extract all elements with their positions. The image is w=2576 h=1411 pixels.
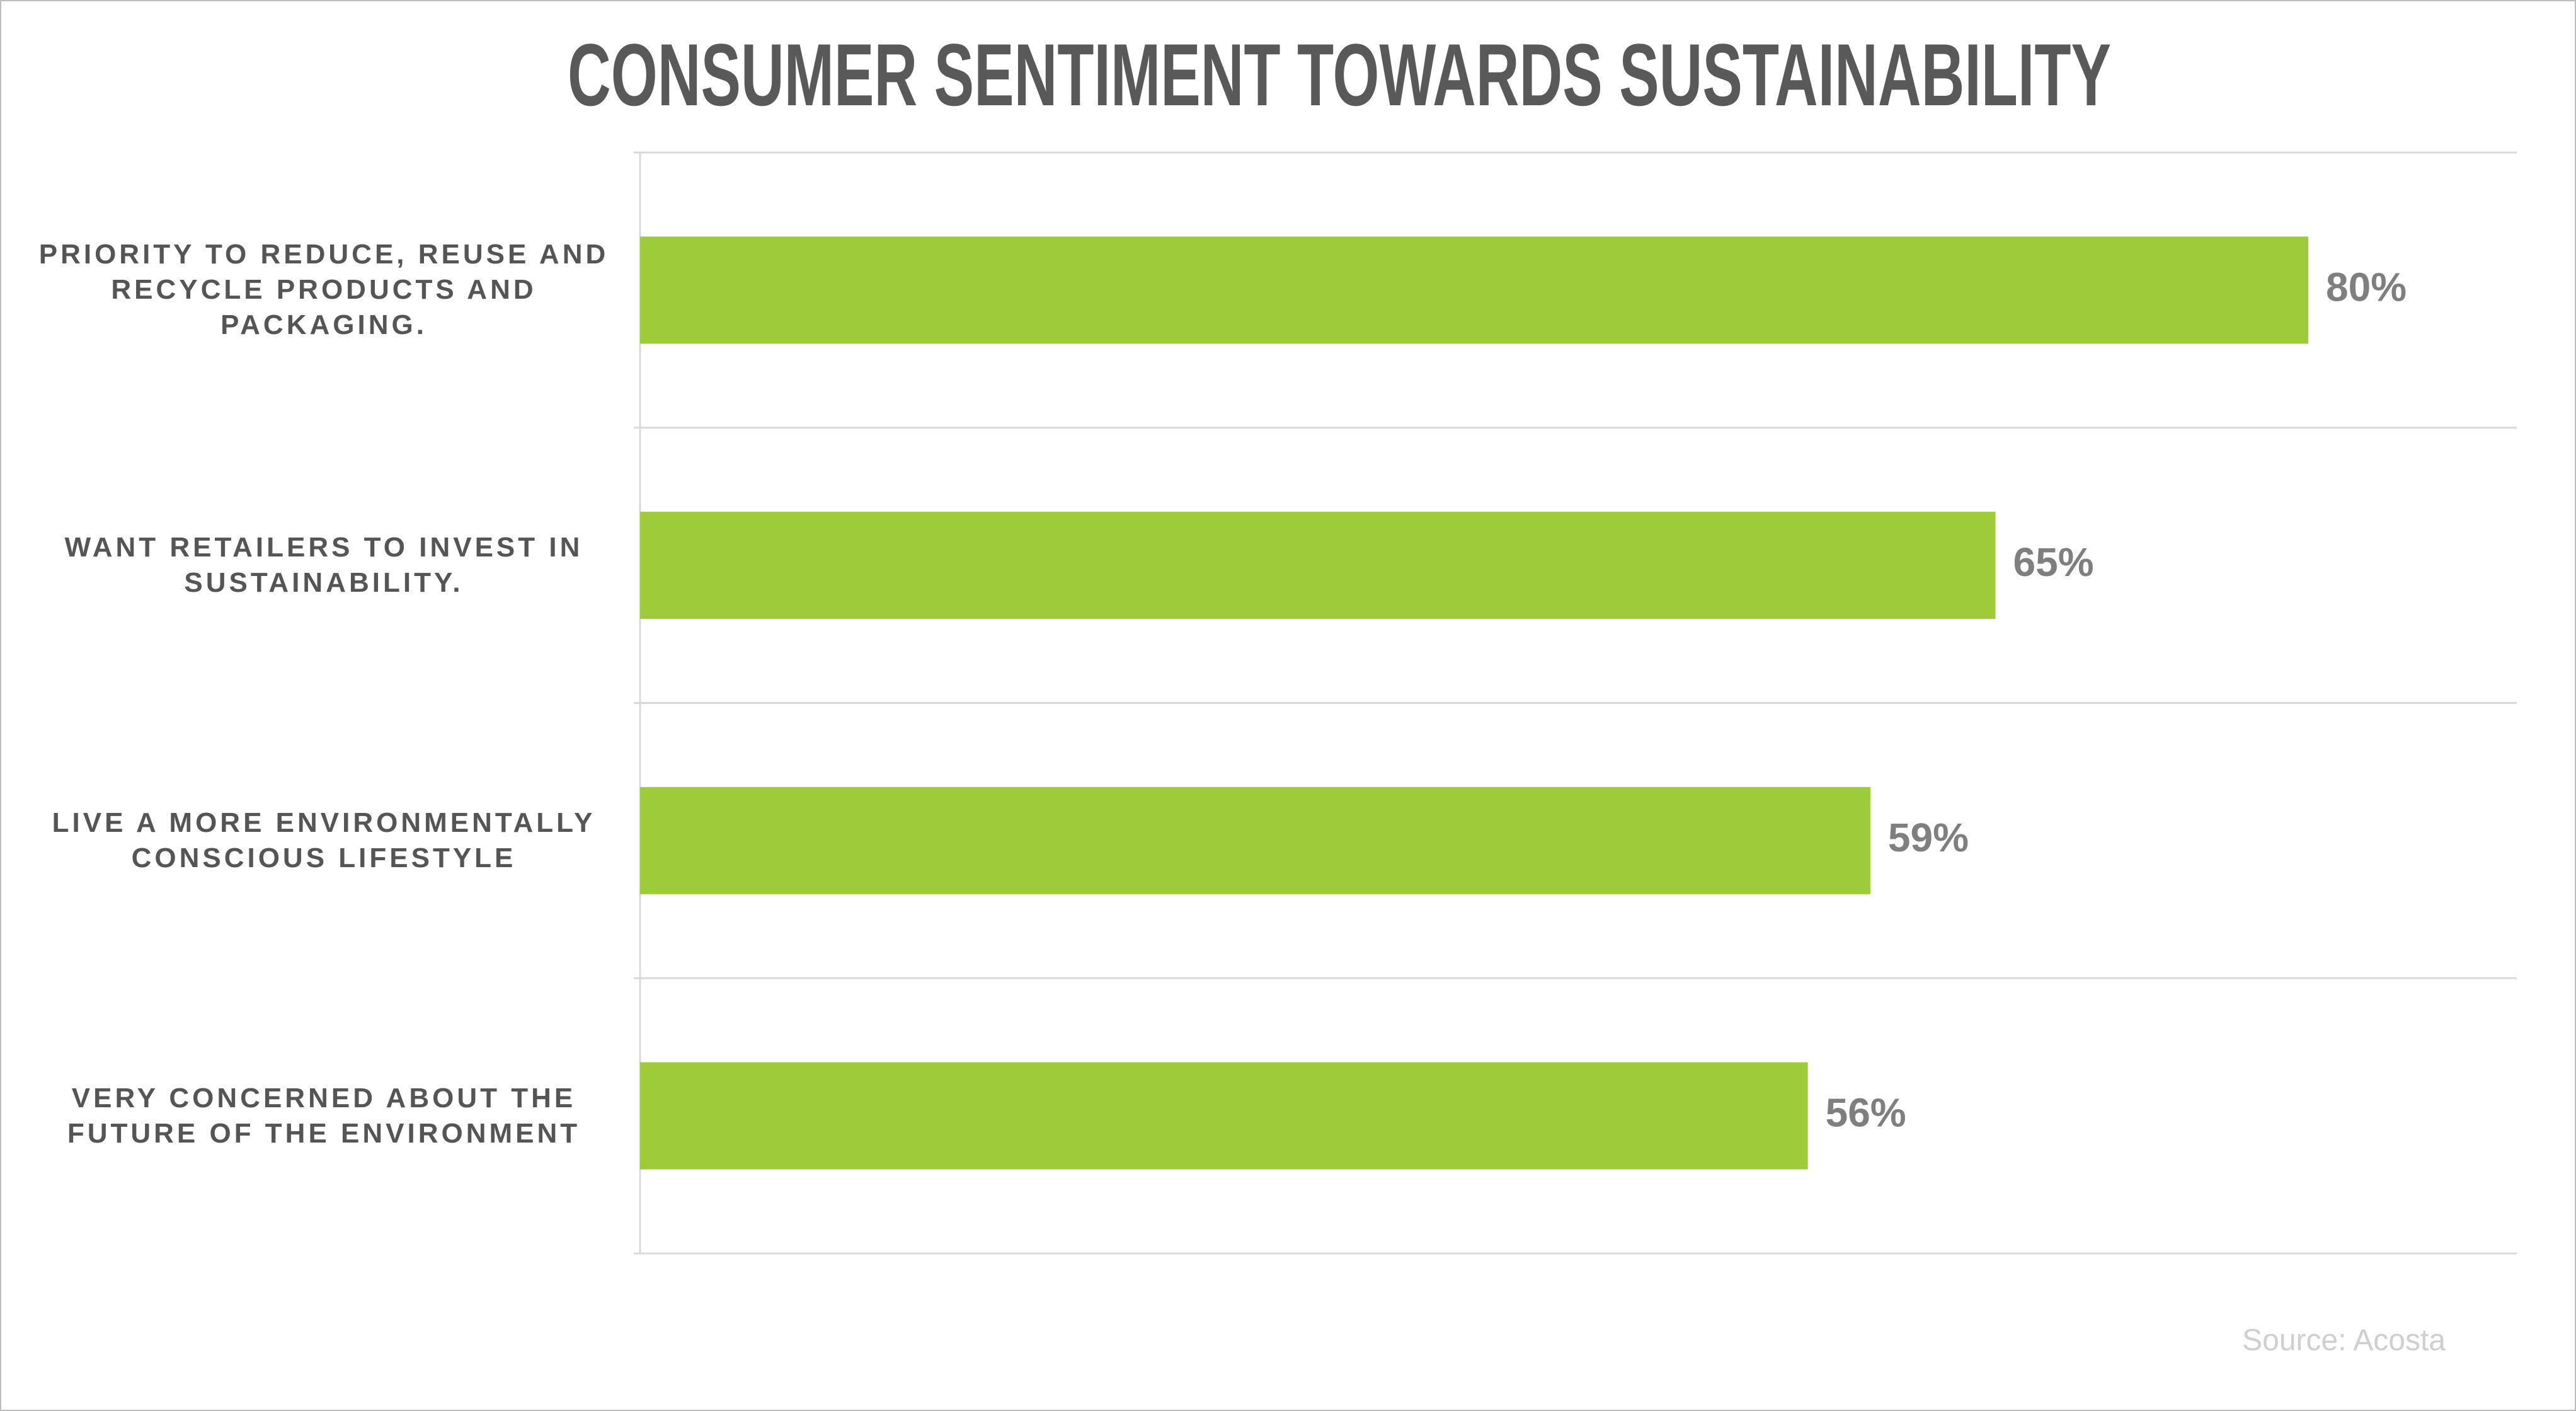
source-note: Source: Acosta bbox=[2242, 1324, 2446, 1357]
bar bbox=[640, 236, 2308, 344]
bar bbox=[640, 512, 1996, 619]
value-label: 80% bbox=[2326, 264, 2407, 309]
y-tick-label: LIVE A MORE ENVIRONMENTALLY CONSCIOUS LI… bbox=[52, 807, 596, 873]
y-tick-label: WANT RETAILERS TO INVEST IN SUSTAINABILI… bbox=[64, 532, 583, 599]
value-label: 56% bbox=[1826, 1090, 1906, 1136]
value-label: 65% bbox=[2013, 539, 2094, 585]
y-tick-label: VERY CONCERNED ABOUT THE FUTURE OF THE E… bbox=[67, 1082, 581, 1149]
y-tick-label: PRIORITY TO REDUCE, REUSE AND RECYCLE PR… bbox=[38, 239, 609, 341]
chart-title: CONSUMER SENTIMENT TOWARDS SUSTAINABILIT… bbox=[568, 25, 2111, 124]
value-label: 59% bbox=[1888, 815, 1969, 860]
bar bbox=[640, 786, 1870, 894]
bar bbox=[640, 1062, 1808, 1170]
